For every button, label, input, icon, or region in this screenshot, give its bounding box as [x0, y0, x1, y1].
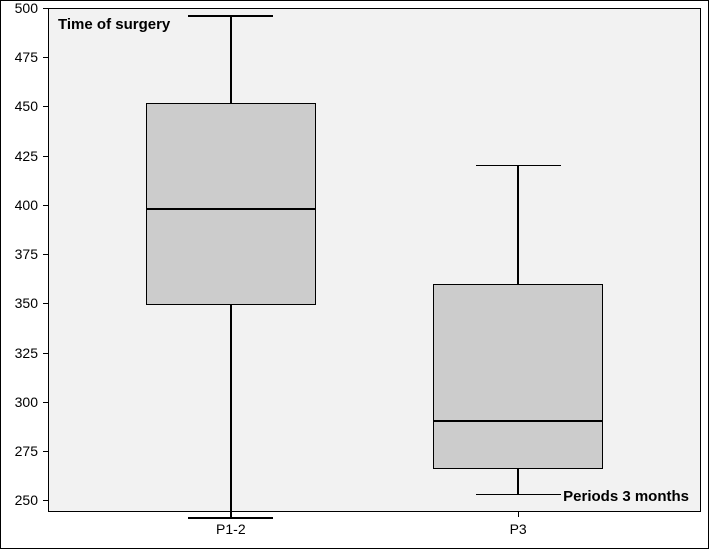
box — [146, 103, 316, 306]
box — [433, 284, 603, 469]
y-tick-label: 375 — [15, 246, 38, 262]
y-tick — [43, 303, 48, 304]
y-tick-label: 500 — [15, 0, 38, 16]
y-tick — [43, 205, 48, 206]
x-tick-label: P3 — [488, 521, 548, 537]
y-tick — [43, 500, 48, 501]
y-tick — [43, 156, 48, 157]
y-tick-label: 250 — [15, 492, 38, 508]
y-tick-label: 350 — [15, 295, 38, 311]
y-tick-label: 425 — [15, 148, 38, 164]
y-tick-label: 325 — [15, 345, 38, 361]
whisker-lower-cap — [188, 517, 273, 519]
chart-outer: 250 275 300 325 350 375 400 425 450 475 500 P1-2 P3 T… — [0, 0, 709, 549]
y-tick-label: 275 — [15, 443, 38, 459]
x-tick — [518, 512, 519, 517]
median-line — [146, 208, 316, 210]
whisker-upper-line — [230, 16, 232, 103]
y-tick — [43, 402, 48, 403]
whisker-upper-cap — [476, 165, 561, 167]
y-axis-title: Time of surgery — [58, 16, 170, 33]
whisker-upper-cap — [188, 15, 273, 17]
whisker-upper-line — [517, 166, 519, 284]
y-tick — [43, 451, 48, 452]
whisker-lower-line — [517, 469, 519, 495]
median-line — [433, 420, 603, 422]
y-tick — [43, 254, 48, 255]
y-tick — [43, 8, 48, 9]
y-tick-label: 450 — [15, 98, 38, 114]
y-tick-label: 475 — [15, 49, 38, 65]
y-tick-label: 300 — [15, 394, 38, 410]
y-tick-label: 400 — [15, 197, 38, 213]
whisker-lower-cap — [476, 494, 561, 496]
x-tick-label: P1-2 — [201, 521, 261, 537]
y-tick — [43, 106, 48, 107]
y-tick — [43, 353, 48, 354]
whisker-lower-line — [230, 305, 232, 518]
y-tick — [43, 57, 48, 58]
x-axis-title: Periods 3 months — [563, 488, 689, 505]
